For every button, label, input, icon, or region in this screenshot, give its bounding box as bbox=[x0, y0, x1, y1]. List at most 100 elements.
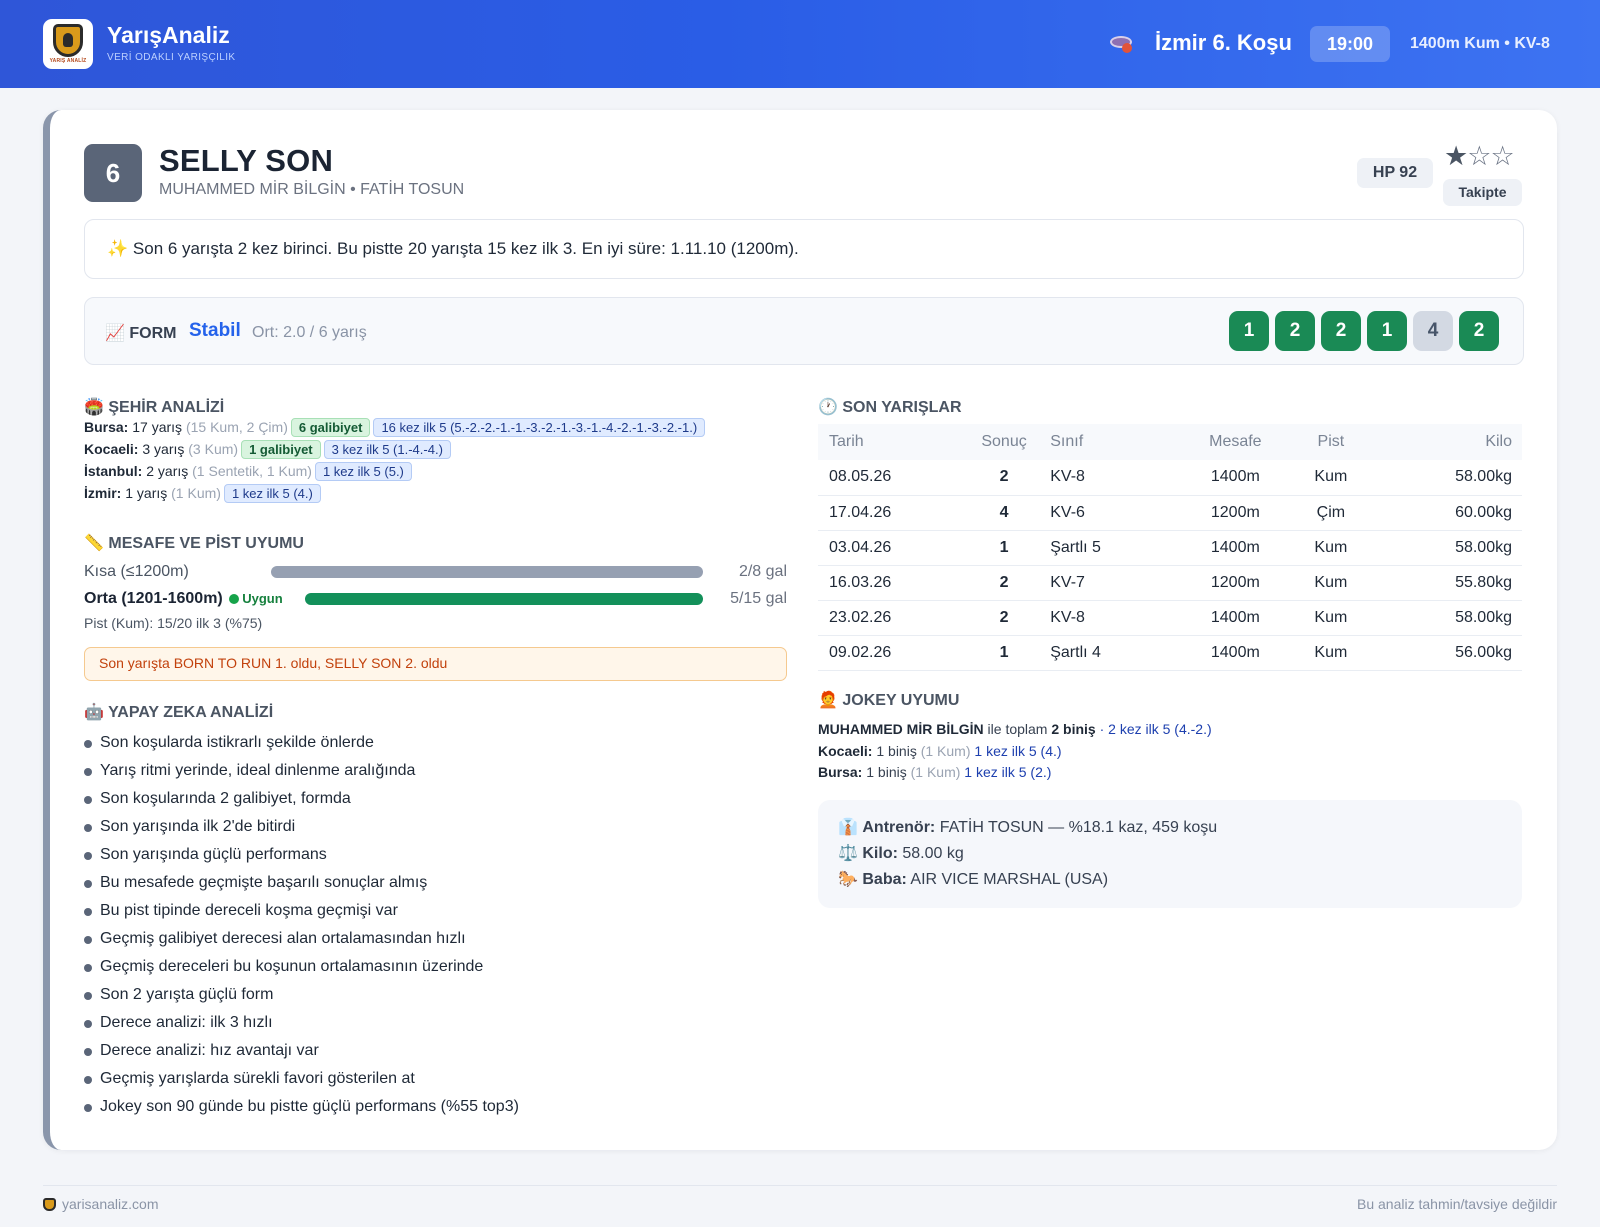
horse-name: SELLY SON bbox=[159, 143, 334, 178]
table-cell: 56.00kg bbox=[1371, 635, 1522, 671]
form-result-badge: 2 bbox=[1321, 311, 1361, 351]
table-cell: Kum bbox=[1290, 530, 1372, 566]
table-row[interactable]: 16.03.26 2 KV-7 1200m Kum 55.80kg bbox=[818, 565, 1522, 601]
distance-short-value: 2/8 gal bbox=[738, 563, 787, 580]
ai-analysis-item: Geçmiş galibiyet derecesi alan ortalamas… bbox=[84, 925, 519, 953]
table-cell: 58.00kg bbox=[1371, 460, 1522, 496]
star-icon[interactable]: ☆ bbox=[1490, 141, 1514, 171]
fit-badge: Uygun bbox=[229, 591, 282, 606]
info-panel: 👔 Antrenör: FATİH TOSUN — %18.1 kaz, 459… bbox=[818, 800, 1522, 908]
ai-analysis-item: Derece analizi: ilk 3 hızlı bbox=[84, 1009, 519, 1037]
jockey-city-row: Kocaeli: 1 biniş (1 Kum) 1 kez ilk 5 (4.… bbox=[818, 743, 1062, 759]
table-row[interactable]: 23.02.26 2 KV-8 1400m Kum 58.00kg bbox=[818, 600, 1522, 636]
ai-analysis-item: Son koşularda istikrarlı şekilde önlerde bbox=[84, 729, 519, 757]
distance-title: 📏 MESAFE VE PİST UYUMU bbox=[84, 535, 304, 552]
ai-analysis-item: Bu pist tipinde dereceli koşma geçmişi v… bbox=[84, 897, 519, 925]
table-cell: 17.04.26 bbox=[818, 495, 969, 531]
jockey-city-row: Bursa: 1 biniş (1 Kum) 1 kez ilk 5 (2.) bbox=[818, 764, 1052, 780]
table-cell: 1200m bbox=[1180, 495, 1291, 531]
table-cell: 1 bbox=[968, 635, 1040, 671]
summary-text: Son 6 yarışta 2 kez birinci. Bu pistte 2… bbox=[132, 239, 799, 258]
top5-tag: 1 kez ilk 5 (5.) bbox=[314, 462, 412, 481]
footer-site[interactable]: yarisanaliz.com bbox=[43, 1196, 158, 1212]
form-average: Ort: 2.0 / 6 yarış bbox=[252, 324, 367, 341]
wins-tag: 1 galibiyet bbox=[241, 440, 321, 459]
city-analysis-title: 🏟️ ŞEHİR ANALİZİ bbox=[84, 399, 225, 416]
table-cell: 08.05.26 bbox=[818, 460, 969, 496]
table-cell: Kum bbox=[1290, 460, 1372, 496]
table-cell: 1400m bbox=[1180, 600, 1291, 636]
ai-analysis-list: Son koşularda istikrarlı şekilde önlerde… bbox=[84, 729, 519, 1121]
city-row: İstanbul: 2 yarış (1 Sentetik, 1 Kum) 1 k… bbox=[84, 462, 412, 481]
table-cell: 16.03.26 bbox=[818, 565, 969, 601]
brand-name[interactable]: YarışAnaliz bbox=[107, 22, 230, 48]
table-cell: 23.02.26 bbox=[818, 600, 969, 636]
logo-text: YARIŞ ANALİZ bbox=[49, 58, 87, 64]
jockey-summary: MUHAMMED MİR BİLGİN ile toplam 2 biniş ·… bbox=[818, 721, 1212, 737]
sparkles-icon: ✨ bbox=[107, 239, 129, 258]
top5-tag: 16 kez ilk 5 (5.-2.-2.-1.-1.-3.-2.-1.-3.… bbox=[373, 418, 706, 437]
distance-mid-value: 5/15 gal bbox=[730, 590, 787, 607]
table-cell: 1 bbox=[968, 530, 1040, 566]
table-cell: 2 bbox=[968, 565, 1040, 601]
table-row[interactable]: 09.02.26 1 Şartlı 4 1400m Kum 56.00kg bbox=[818, 635, 1522, 671]
ai-analysis-item: Son koşularında 2 galibiyet, formda bbox=[84, 785, 519, 813]
distance-short-bar bbox=[271, 566, 703, 578]
table-cell: KV-8 bbox=[1039, 460, 1181, 496]
table-cell: 1400m bbox=[1180, 460, 1291, 496]
table-cell: 58.00kg bbox=[1371, 530, 1522, 566]
ai-analysis-item: Yarış ritmi yerinde, ideal dinlenme aral… bbox=[84, 757, 519, 785]
follow-button[interactable]: Takipte bbox=[1443, 179, 1522, 206]
recent-races-table: Tarih Sonuç Sınıf Mesafe Pist Kilo 08.05.26 2 K… bbox=[818, 424, 1522, 671]
ai-analysis-item: Jokey son 90 günde bu pistte güçlü perfo… bbox=[84, 1093, 519, 1121]
table-cell: 1400m bbox=[1180, 530, 1291, 566]
ai-analysis-title: 🤖 YAPAY ZEKA ANALİZİ bbox=[84, 704, 274, 721]
race-meta: 1400m Kum • KV-8 bbox=[1410, 35, 1550, 52]
table-row[interactable]: 17.04.26 4 KV-6 1200m Çim 60.00kg bbox=[818, 495, 1522, 531]
pist-stat: Pist (Kum): 15/20 ilk 3 (%75) bbox=[84, 615, 263, 631]
table-cell: 1200m bbox=[1180, 565, 1291, 601]
form-label: 📈 FORM bbox=[105, 325, 177, 342]
table-row[interactable]: 08.05.26 2 KV-8 1400m Kum 58.00kg bbox=[818, 460, 1522, 496]
table-cell: Kum bbox=[1290, 600, 1372, 636]
table-cell: KV-7 bbox=[1039, 565, 1181, 601]
form-result-badge: 4 bbox=[1413, 311, 1453, 351]
table-cell: 03.04.26 bbox=[818, 530, 969, 566]
column-header[interactable]: Tarih bbox=[818, 424, 969, 460]
footer-divider bbox=[43, 1185, 1557, 1186]
horse-number-badge: 6 bbox=[84, 144, 142, 202]
ai-analysis-item: Geçmiş dereceleri bu koşunun ortalamasın… bbox=[84, 953, 519, 981]
star-icon[interactable]: ★ bbox=[1444, 141, 1468, 171]
table-row[interactable]: 03.04.26 1 Şartlı 5 1400m Kum 58.00kg bbox=[818, 530, 1522, 566]
form-status: Stabil bbox=[189, 320, 241, 341]
city-row: Bursa: 17 yarış (15 Kum, 2 Çim) 6 galibiy… bbox=[84, 418, 706, 437]
form-result-badge: 1 bbox=[1367, 311, 1407, 351]
column-header[interactable]: Pist bbox=[1290, 424, 1372, 460]
ai-analysis-item: Son 2 yarışta güçlü form bbox=[84, 981, 519, 1009]
star-icon[interactable]: ☆ bbox=[1467, 141, 1491, 171]
lion-shield-icon bbox=[53, 24, 83, 57]
column-header[interactable]: Sonuç bbox=[968, 424, 1040, 460]
rating-stars[interactable]: ★☆☆ bbox=[1444, 141, 1515, 172]
column-header[interactable]: Mesafe bbox=[1180, 424, 1291, 460]
table-cell: KV-8 bbox=[1039, 600, 1181, 636]
hp-badge: HP 92 bbox=[1357, 158, 1433, 188]
site-logo-icon bbox=[43, 1198, 56, 1211]
column-header[interactable]: Kilo bbox=[1371, 424, 1522, 460]
ai-analysis-item: Son yarışında ilk 2'de bitirdi bbox=[84, 813, 519, 841]
ai-analysis-item: Son yarışında güçlü performans bbox=[84, 841, 519, 869]
table-cell: Şartlı 5 bbox=[1039, 530, 1181, 566]
race-time-badge: 19:00 bbox=[1310, 26, 1390, 62]
jockey-trainer-line: MUHAMMED MİR BİLGİN • FATİH TOSUN bbox=[159, 181, 465, 198]
column-header[interactable]: Sınıf bbox=[1039, 424, 1181, 460]
form-result-badge: 2 bbox=[1459, 311, 1499, 351]
trainer-line: 👔 Antrenör: FATİH TOSUN — %18.1 kaz, 459… bbox=[838, 819, 1218, 836]
table-cell: KV-6 bbox=[1039, 495, 1181, 531]
table-cell: 1400m bbox=[1180, 635, 1291, 671]
distance-mid-bar bbox=[305, 593, 703, 605]
table-cell: Çim bbox=[1290, 495, 1372, 531]
table-cell: 4 bbox=[968, 495, 1040, 531]
brand-logo[interactable]: YARIŞ ANALİZ bbox=[43, 19, 93, 69]
table-cell: 55.80kg bbox=[1371, 565, 1522, 601]
